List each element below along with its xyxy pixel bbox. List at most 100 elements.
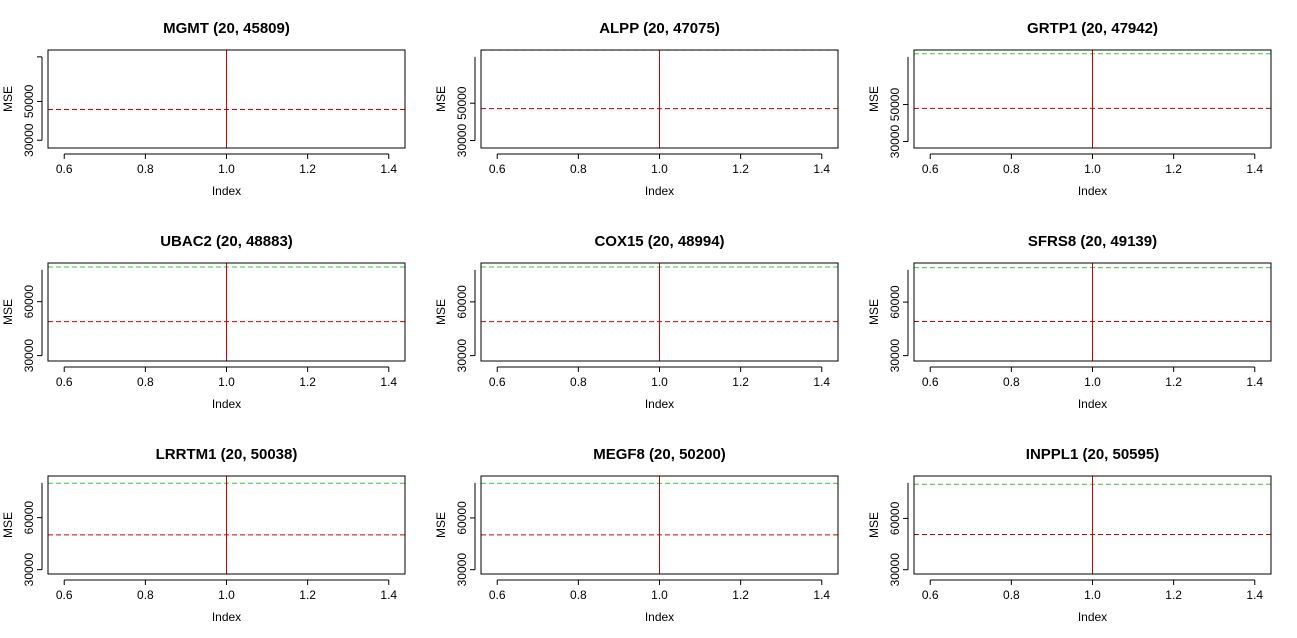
x-tick-label: 1.4	[1246, 588, 1263, 602]
chart-panel: SFRS8 (20, 49139) 0.6 0.8 1.0 1.2 1.4 30000 600…	[867, 233, 1272, 411]
plot-frame	[47, 475, 406, 575]
x-axis-label: Index	[645, 397, 674, 411]
plot-frame	[480, 262, 839, 362]
x-tick-label: 0.6	[56, 588, 73, 602]
x-tick-label: 1.4	[813, 588, 830, 602]
chart-title: ALPP (20, 47075)	[599, 20, 720, 37]
chart-panel: GRTP1 (20, 47942) 0.6 0.8 1.0 1.2 1.4 30000 500…	[867, 20, 1272, 198]
x-tick-label: 0.6	[489, 162, 506, 176]
chart-panel: COX15 (20, 48994) 0.6 0.8 1.0 1.2 1.4 30000 600…	[434, 233, 839, 411]
y-tick-label: 30000	[455, 124, 469, 158]
y-tick-label: 60000	[888, 501, 902, 535]
x-tick-label: 1.4	[380, 162, 397, 176]
chart-title: LRRTM1 (20, 50038)	[156, 446, 298, 463]
chart-panel: MEGF8 (20, 50200) 0.6 0.8 1.0 1.2 1.4 30000 600…	[434, 446, 839, 624]
chart-panel: INPPL1 (20, 50595) 0.6 0.8 1.0 1.2 1.4 30000 60…	[867, 446, 1272, 624]
x-tick-label: 0.8	[137, 588, 154, 602]
chart-title: MEGF8 (20, 50200)	[593, 446, 726, 463]
y-tick-label: 60000	[22, 285, 36, 319]
y-tick-label: 60000	[22, 501, 36, 535]
y-axis-label: MSE	[434, 299, 448, 325]
x-tick-label: 0.8	[1003, 588, 1020, 602]
x-tick-label: 1.0	[1084, 375, 1101, 389]
y-tick-label: 30000	[888, 125, 902, 159]
y-axis-label: MSE	[1, 86, 15, 112]
y-tick-label: 30000	[22, 339, 36, 373]
y-tick-label: 30000	[888, 339, 902, 373]
chart-title: INPPL1 (20, 50595)	[1026, 446, 1159, 463]
y-axis-label: MSE	[1, 512, 15, 538]
chart-title: GRTP1 (20, 47942)	[1027, 20, 1158, 37]
plot-frame	[480, 49, 839, 149]
y-tick-label: 30000	[455, 553, 469, 587]
x-tick-label: 1.0	[218, 375, 235, 389]
chart-title: MGMT (20, 45809)	[163, 20, 290, 37]
x-tick-label: 1.0	[1084, 588, 1101, 602]
x-tick-label: 1.0	[651, 375, 668, 389]
chart-panel: UBAC2 (20, 48883) 0.6 0.8 1.0 1.2 1.4 30000 600…	[1, 233, 406, 411]
x-axis-label: Index	[1078, 610, 1107, 624]
plot-frame	[47, 49, 406, 149]
x-tick-label: 1.4	[813, 162, 830, 176]
x-axis-label: Index	[1078, 397, 1107, 411]
y-tick-label: 30000	[455, 339, 469, 373]
y-axis-label: MSE	[434, 86, 448, 112]
x-tick-label: 1.4	[1246, 375, 1263, 389]
y-axis-label: MSE	[1, 299, 15, 325]
x-tick-label: 1.4	[380, 588, 397, 602]
chart-title: SFRS8 (20, 49139)	[1028, 233, 1157, 250]
x-tick-label: 0.8	[1003, 162, 1020, 176]
y-tick-label: 60000	[455, 285, 469, 319]
chart-panel: ALPP (20, 47075) 0.6 0.8 1.0 1.2 1.4 30000 5000…	[434, 20, 839, 198]
x-tick-label: 1.2	[299, 162, 316, 176]
x-tick-label: 1.4	[1246, 162, 1263, 176]
x-axis-label: Index	[645, 184, 674, 198]
y-tick-label: 30000	[22, 553, 36, 587]
x-tick-label: 0.6	[489, 588, 506, 602]
y-tick-label: 50000	[888, 88, 902, 122]
chart-panel: LRRTM1 (20, 50038) 0.6 0.8 1.0 1.2 1.4 30000 60…	[1, 446, 406, 624]
x-axis-label: Index	[212, 397, 241, 411]
x-axis-label: Index	[212, 610, 241, 624]
y-tick-label: 30000	[888, 553, 902, 587]
y-tick-label: 50000	[455, 86, 469, 120]
x-axis-label: Index	[645, 610, 674, 624]
x-tick-label: 0.6	[489, 375, 506, 389]
x-tick-label: 0.6	[56, 162, 73, 176]
y-tick-label: 60000	[455, 501, 469, 535]
y-axis-label: MSE	[867, 86, 881, 112]
y-tick-label: 30000	[22, 123, 36, 157]
x-tick-label: 1.2	[1165, 375, 1182, 389]
y-axis-label: MSE	[867, 299, 881, 325]
x-tick-label: 0.8	[570, 375, 587, 389]
plot-frame	[480, 475, 839, 575]
x-tick-label: 1.0	[218, 162, 235, 176]
x-tick-label: 0.6	[56, 375, 73, 389]
x-tick-label: 0.8	[570, 588, 587, 602]
x-tick-label: 1.2	[299, 375, 316, 389]
x-tick-label: 1.2	[1165, 588, 1182, 602]
x-tick-label: 0.6	[922, 162, 939, 176]
plot-frame	[913, 262, 1272, 362]
chart-title: UBAC2 (20, 48883)	[160, 233, 293, 250]
plot-frame	[47, 262, 406, 362]
x-tick-label: 0.8	[1003, 375, 1020, 389]
chart-title: COX15 (20, 48994)	[594, 233, 724, 250]
x-tick-label: 1.2	[732, 162, 749, 176]
x-tick-label: 1.0	[218, 588, 235, 602]
x-tick-label: 0.8	[137, 162, 154, 176]
y-axis-label: MSE	[434, 512, 448, 538]
x-axis-label: Index	[212, 184, 241, 198]
x-axis-label: Index	[1078, 184, 1107, 198]
x-tick-label: 0.6	[922, 588, 939, 602]
y-axis-label: MSE	[867, 512, 881, 538]
x-tick-label: 1.0	[651, 588, 668, 602]
y-tick-label: 50000	[22, 84, 36, 118]
x-tick-label: 1.0	[1084, 162, 1101, 176]
x-tick-label: 1.2	[732, 375, 749, 389]
x-tick-label: 1.4	[380, 375, 397, 389]
x-tick-label: 0.8	[570, 162, 587, 176]
plot-frame	[913, 475, 1272, 575]
x-tick-label: 1.2	[1165, 162, 1182, 176]
